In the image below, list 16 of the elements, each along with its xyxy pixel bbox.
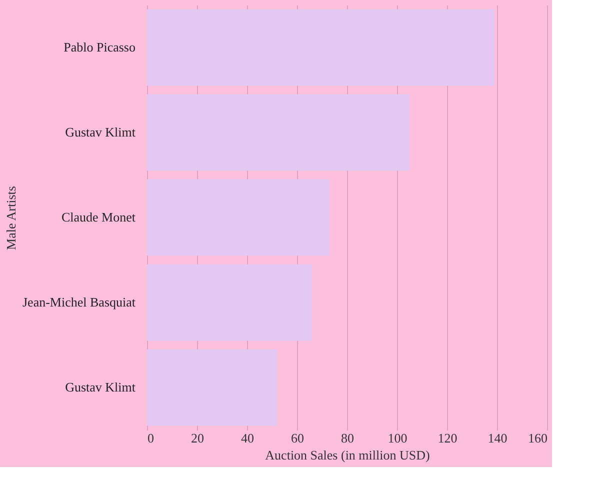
y-tick-label: Gustav Klimt <box>65 124 136 140</box>
y-tick-label: Jean-Michel Basquiat <box>22 294 136 310</box>
x-tick-label: 0 <box>148 430 154 446</box>
y-tick-label: Gustav Klimt <box>65 380 136 394</box>
x-tick-label: 140 <box>488 430 508 446</box>
x-axis-title: Auction Sales (in million USD) <box>265 448 430 462</box>
y-tick-label: Pablo Picasso <box>64 40 136 54</box>
x-tick-label: 40 <box>241 430 254 446</box>
x-tick-label: 80 <box>341 430 354 446</box>
x-tick-label: 20 <box>191 430 204 446</box>
x-tick-label: 60 <box>291 430 304 446</box>
y-axis-title: Male Artists <box>4 186 19 250</box>
x-tick-label: 120 <box>438 430 458 446</box>
x-tick-label: 160 <box>528 430 548 446</box>
y-tick-label: Claude Monet <box>61 210 136 224</box>
x-tick-label: 100 <box>388 430 408 446</box>
